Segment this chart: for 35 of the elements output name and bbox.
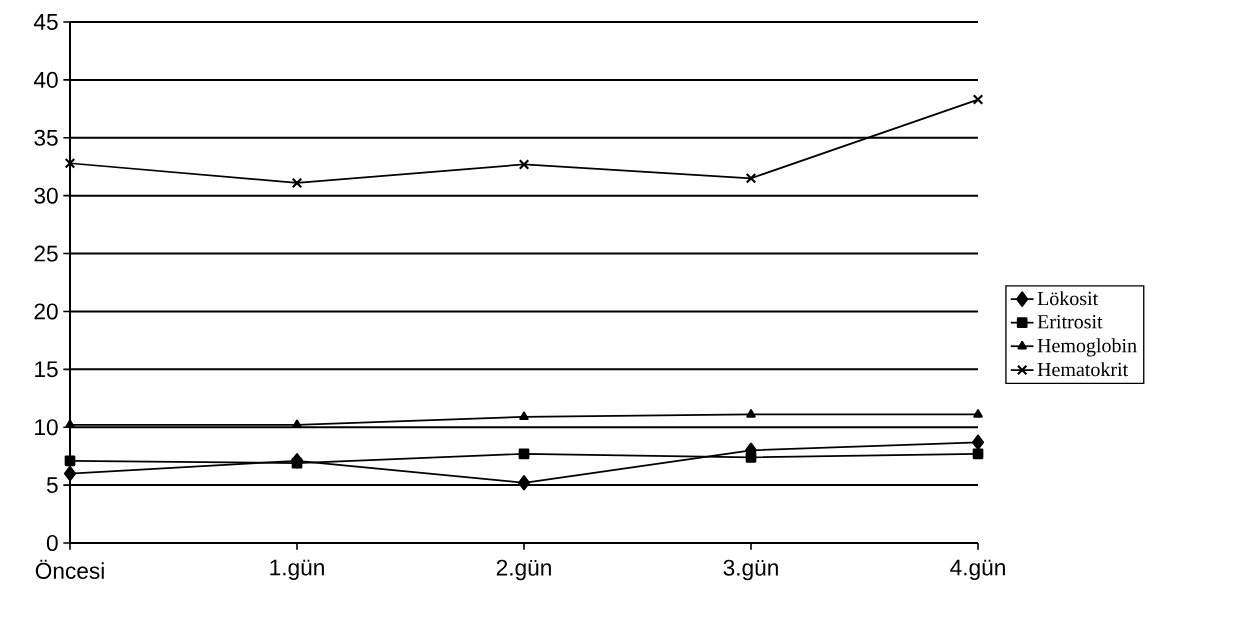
y-tick-label: 0: [46, 534, 58, 552]
y-tick-label: 15: [35, 361, 58, 378]
y-tick-label: 5: [46, 477, 58, 494]
point: [745, 172, 757, 184]
x-tick-label: 2.gün: [496, 559, 551, 581]
point: [64, 157, 76, 169]
x-tick-label: 4.gün: [950, 559, 1005, 581]
legend-label: Eritrosit: [1037, 315, 1103, 329]
point: [972, 94, 984, 105]
x-tick-label: 1.gün: [270, 559, 324, 581]
point: [64, 455, 76, 467]
point: [518, 159, 530, 170]
y-tick-label: 30: [34, 187, 58, 204]
y-tick-label: 10: [35, 419, 58, 436]
legend-label: Hematokrit: [1037, 362, 1129, 377]
y-tick-label: 20: [34, 303, 58, 320]
y-tick-label: 40: [33, 71, 58, 88]
point: [518, 448, 530, 460]
point: [291, 457, 303, 469]
y-tick-label: 45: [33, 14, 58, 30]
point: [519, 411, 529, 420]
point: [291, 177, 303, 189]
point: [973, 409, 983, 418]
legend-label: Lökosit: [1037, 291, 1099, 306]
point: [517, 475, 531, 491]
y-tick-label: 25: [34, 245, 58, 262]
x-tick-label: Öncesi: [35, 559, 104, 579]
y-tick-label: 35: [34, 129, 58, 146]
point: [972, 448, 984, 460]
point: [63, 465, 77, 482]
point: [746, 409, 756, 418]
x-tick-label: 3.gün: [723, 559, 778, 581]
point: [745, 451, 757, 463]
point: [971, 434, 985, 451]
legend-label: Hemoglobin: [1037, 338, 1137, 357]
